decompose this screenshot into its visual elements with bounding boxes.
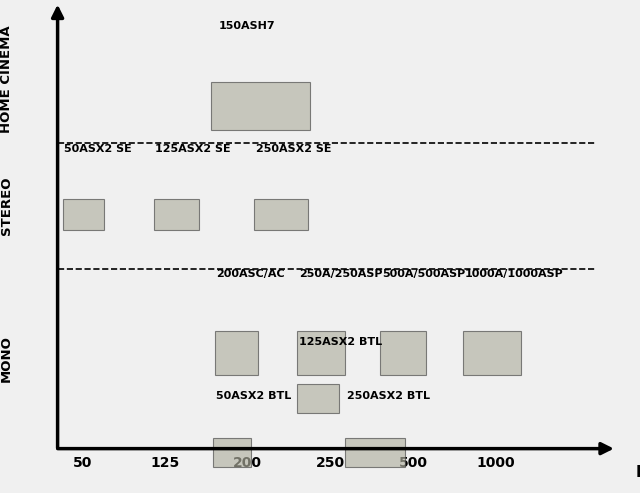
Bar [211, 82, 310, 130]
Text: 500A/500ASP: 500A/500ASP [382, 269, 465, 279]
Bar [154, 199, 199, 230]
Text: 125ASX2 BTL: 125ASX2 BTL [299, 337, 382, 347]
Text: 150ASH7: 150ASH7 [219, 21, 275, 31]
Text: MONO: MONO [0, 335, 13, 382]
Text: Power [W]: Power [W] [636, 465, 640, 480]
Bar [213, 438, 251, 467]
Bar [380, 331, 426, 375]
Text: 200ASC/AC: 200ASC/AC [216, 269, 285, 279]
Text: 1000A/1000ASP: 1000A/1000ASP [465, 269, 563, 279]
Bar [463, 331, 521, 375]
Bar [298, 384, 339, 413]
Text: 250ASX2 SE: 250ASX2 SE [256, 143, 332, 154]
Text: STEREO: STEREO [0, 176, 13, 235]
Bar [346, 438, 405, 467]
Text: 250A/250ASP: 250A/250ASP [299, 269, 383, 279]
Text: 250ASX2 BTL: 250ASX2 BTL [347, 391, 430, 401]
Bar [63, 199, 104, 230]
Bar [255, 199, 308, 230]
Text: 50ASX2 BTL: 50ASX2 BTL [216, 391, 292, 401]
Text: HOME CINEMA: HOME CINEMA [0, 25, 13, 133]
Text: 125ASX2 SE: 125ASX2 SE [155, 143, 231, 154]
Bar [215, 331, 258, 375]
Text: 50ASX2 SE: 50ASX2 SE [64, 143, 132, 154]
Bar [298, 331, 346, 375]
